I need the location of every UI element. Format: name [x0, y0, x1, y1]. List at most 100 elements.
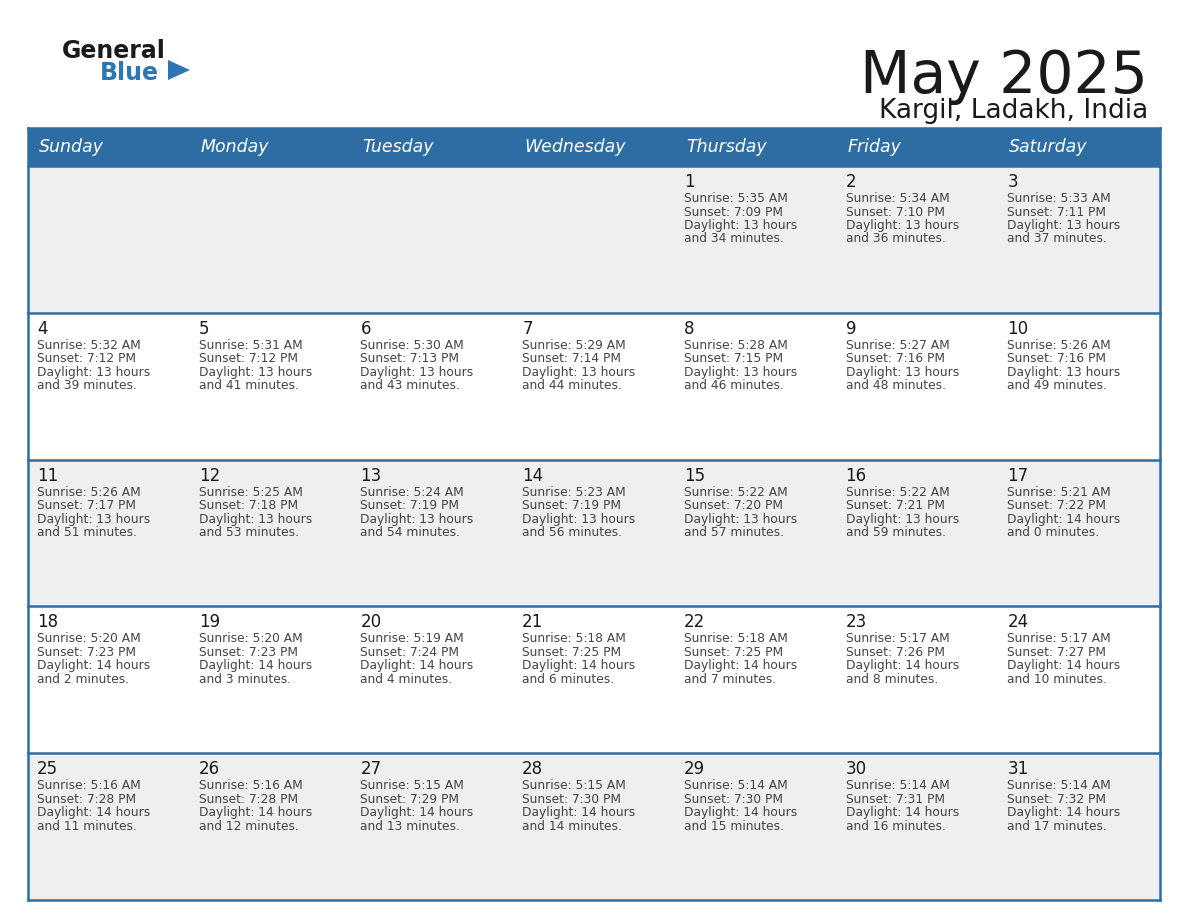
Text: Sunset: 7:28 PM: Sunset: 7:28 PM — [198, 793, 298, 806]
Text: Daylight: 14 hours: Daylight: 14 hours — [1007, 659, 1120, 672]
Text: 20: 20 — [360, 613, 381, 632]
Text: 29: 29 — [684, 760, 704, 778]
Text: Sunrise: 5:31 AM: Sunrise: 5:31 AM — [198, 339, 303, 352]
Text: 28: 28 — [523, 760, 543, 778]
Text: Sunrise: 5:25 AM: Sunrise: 5:25 AM — [198, 486, 303, 498]
Text: Daylight: 13 hours: Daylight: 13 hours — [684, 512, 797, 526]
Text: Daylight: 13 hours: Daylight: 13 hours — [523, 365, 636, 379]
Text: Sunrise: 5:21 AM: Sunrise: 5:21 AM — [1007, 486, 1111, 498]
Text: and 56 minutes.: and 56 minutes. — [523, 526, 623, 539]
Text: Sunset: 7:22 PM: Sunset: 7:22 PM — [1007, 499, 1106, 512]
Text: and 43 minutes.: and 43 minutes. — [360, 379, 460, 392]
Text: Daylight: 13 hours: Daylight: 13 hours — [198, 365, 312, 379]
Text: Sunset: 7:30 PM: Sunset: 7:30 PM — [523, 793, 621, 806]
Text: Daylight: 14 hours: Daylight: 14 hours — [198, 659, 312, 672]
Text: Sunrise: 5:18 AM: Sunrise: 5:18 AM — [523, 633, 626, 645]
Text: Sunset: 7:16 PM: Sunset: 7:16 PM — [1007, 353, 1106, 365]
Text: Sunset: 7:14 PM: Sunset: 7:14 PM — [523, 353, 621, 365]
Text: Sunset: 7:19 PM: Sunset: 7:19 PM — [523, 499, 621, 512]
Text: 15: 15 — [684, 466, 704, 485]
Text: Daylight: 13 hours: Daylight: 13 hours — [198, 512, 312, 526]
Text: Daylight: 14 hours: Daylight: 14 hours — [360, 806, 474, 819]
Text: Sunrise: 5:15 AM: Sunrise: 5:15 AM — [523, 779, 626, 792]
Text: Daylight: 14 hours: Daylight: 14 hours — [523, 659, 636, 672]
Text: 18: 18 — [37, 613, 58, 632]
Text: Sunrise: 5:17 AM: Sunrise: 5:17 AM — [846, 633, 949, 645]
Text: Friday: Friday — [847, 138, 902, 156]
Text: and 46 minutes.: and 46 minutes. — [684, 379, 784, 392]
Text: Sunrise: 5:27 AM: Sunrise: 5:27 AM — [846, 339, 949, 352]
Text: and 7 minutes.: and 7 minutes. — [684, 673, 776, 686]
Text: Sunrise: 5:18 AM: Sunrise: 5:18 AM — [684, 633, 788, 645]
Text: 3: 3 — [1007, 173, 1018, 191]
Text: Sunset: 7:18 PM: Sunset: 7:18 PM — [198, 499, 298, 512]
Text: Daylight: 13 hours: Daylight: 13 hours — [846, 219, 959, 232]
Text: Sunset: 7:24 PM: Sunset: 7:24 PM — [360, 646, 460, 659]
Text: Daylight: 13 hours: Daylight: 13 hours — [360, 365, 474, 379]
Text: Sunset: 7:25 PM: Sunset: 7:25 PM — [684, 646, 783, 659]
Text: 16: 16 — [846, 466, 867, 485]
Text: and 59 minutes.: and 59 minutes. — [846, 526, 946, 539]
Text: Sunrise: 5:26 AM: Sunrise: 5:26 AM — [1007, 339, 1111, 352]
Text: Sunset: 7:31 PM: Sunset: 7:31 PM — [846, 793, 944, 806]
Text: Daylight: 14 hours: Daylight: 14 hours — [198, 806, 312, 819]
Text: Daylight: 13 hours: Daylight: 13 hours — [37, 365, 150, 379]
Text: Tuesday: Tuesday — [362, 138, 434, 156]
Text: 8: 8 — [684, 319, 694, 338]
Text: Sunset: 7:12 PM: Sunset: 7:12 PM — [37, 353, 135, 365]
Text: Daylight: 14 hours: Daylight: 14 hours — [1007, 512, 1120, 526]
Text: Daylight: 14 hours: Daylight: 14 hours — [360, 659, 474, 672]
Text: 12: 12 — [198, 466, 220, 485]
Text: Daylight: 13 hours: Daylight: 13 hours — [1007, 219, 1120, 232]
Text: Sunset: 7:13 PM: Sunset: 7:13 PM — [360, 353, 460, 365]
Text: 23: 23 — [846, 613, 867, 632]
Text: and 37 minutes.: and 37 minutes. — [1007, 232, 1107, 245]
Bar — [29, 460, 1159, 607]
Text: 13: 13 — [360, 466, 381, 485]
Text: and 14 minutes.: and 14 minutes. — [523, 820, 623, 833]
Text: May 2025: May 2025 — [860, 48, 1148, 105]
Text: Sunset: 7:25 PM: Sunset: 7:25 PM — [523, 646, 621, 659]
Text: Sunset: 7:20 PM: Sunset: 7:20 PM — [684, 499, 783, 512]
Text: Sunrise: 5:16 AM: Sunrise: 5:16 AM — [198, 779, 303, 792]
Text: Sunset: 7:26 PM: Sunset: 7:26 PM — [846, 646, 944, 659]
Text: Sunrise: 5:20 AM: Sunrise: 5:20 AM — [37, 633, 140, 645]
Bar — [675, 128, 836, 166]
Text: Daylight: 13 hours: Daylight: 13 hours — [846, 365, 959, 379]
Bar — [29, 313, 1159, 460]
Text: and 44 minutes.: and 44 minutes. — [523, 379, 623, 392]
Text: Sunday: Sunday — [39, 138, 103, 156]
Text: 9: 9 — [846, 319, 857, 338]
Text: Wednesday: Wednesday — [524, 138, 626, 156]
Text: 6: 6 — [360, 319, 371, 338]
Text: Daylight: 13 hours: Daylight: 13 hours — [360, 512, 474, 526]
Bar — [352, 128, 513, 166]
Text: and 36 minutes.: and 36 minutes. — [846, 232, 946, 245]
Text: and 6 minutes.: and 6 minutes. — [523, 673, 614, 686]
Text: Daylight: 14 hours: Daylight: 14 hours — [1007, 806, 1120, 819]
Text: 21: 21 — [523, 613, 543, 632]
Text: Sunset: 7:12 PM: Sunset: 7:12 PM — [198, 353, 298, 365]
Text: 26: 26 — [198, 760, 220, 778]
Text: Sunrise: 5:32 AM: Sunrise: 5:32 AM — [37, 339, 140, 352]
Text: Sunrise: 5:14 AM: Sunrise: 5:14 AM — [684, 779, 788, 792]
Text: 4: 4 — [37, 319, 48, 338]
Text: 11: 11 — [37, 466, 58, 485]
Text: Sunrise: 5:22 AM: Sunrise: 5:22 AM — [684, 486, 788, 498]
Text: 10: 10 — [1007, 319, 1029, 338]
Text: Sunset: 7:15 PM: Sunset: 7:15 PM — [684, 353, 783, 365]
Text: Sunset: 7:23 PM: Sunset: 7:23 PM — [37, 646, 135, 659]
Text: Sunrise: 5:15 AM: Sunrise: 5:15 AM — [360, 779, 465, 792]
Text: Sunrise: 5:28 AM: Sunrise: 5:28 AM — [684, 339, 788, 352]
Text: Sunset: 7:27 PM: Sunset: 7:27 PM — [1007, 646, 1106, 659]
Text: Sunrise: 5:30 AM: Sunrise: 5:30 AM — [360, 339, 465, 352]
Text: Sunrise: 5:24 AM: Sunrise: 5:24 AM — [360, 486, 465, 498]
Text: Sunrise: 5:35 AM: Sunrise: 5:35 AM — [684, 192, 788, 205]
Text: Sunset: 7:28 PM: Sunset: 7:28 PM — [37, 793, 137, 806]
Text: Daylight: 14 hours: Daylight: 14 hours — [523, 806, 636, 819]
Text: Daylight: 13 hours: Daylight: 13 hours — [37, 512, 150, 526]
Text: and 34 minutes.: and 34 minutes. — [684, 232, 784, 245]
Text: Sunrise: 5:14 AM: Sunrise: 5:14 AM — [846, 779, 949, 792]
Text: 17: 17 — [1007, 466, 1029, 485]
Text: Daylight: 13 hours: Daylight: 13 hours — [523, 512, 636, 526]
